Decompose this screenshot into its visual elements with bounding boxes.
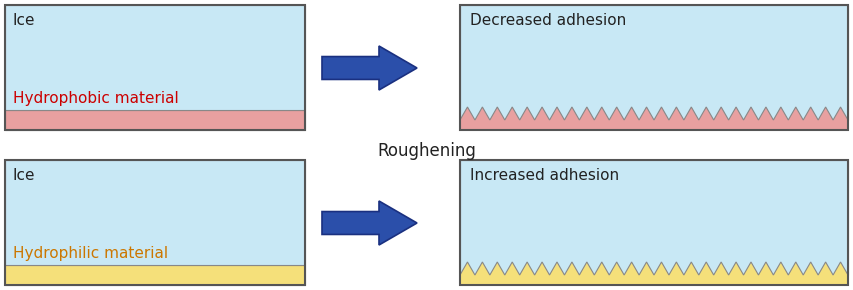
Bar (5, 5, 305, 110)
Bar (5, 160, 305, 265)
Text: Decreased adhesion: Decreased adhesion (469, 13, 625, 28)
Polygon shape (460, 262, 847, 285)
Text: Hydrophobic material: Hydrophobic material (13, 91, 178, 106)
Bar (5, 5, 305, 130)
Text: Hydrophilic material: Hydrophilic material (13, 246, 168, 261)
Polygon shape (322, 46, 416, 90)
Bar (5, 265, 305, 285)
Bar (460, 160, 847, 285)
Text: Roughening: Roughening (377, 142, 476, 160)
Bar (460, 5, 847, 130)
Text: Ice: Ice (13, 13, 36, 28)
Text: Ice: Ice (13, 168, 36, 183)
Polygon shape (322, 201, 416, 245)
Bar (5, 110, 305, 130)
Text: Increased adhesion: Increased adhesion (469, 168, 618, 183)
Bar (460, 160, 847, 275)
Polygon shape (460, 107, 847, 130)
Bar (5, 160, 305, 285)
Bar (460, 5, 847, 120)
